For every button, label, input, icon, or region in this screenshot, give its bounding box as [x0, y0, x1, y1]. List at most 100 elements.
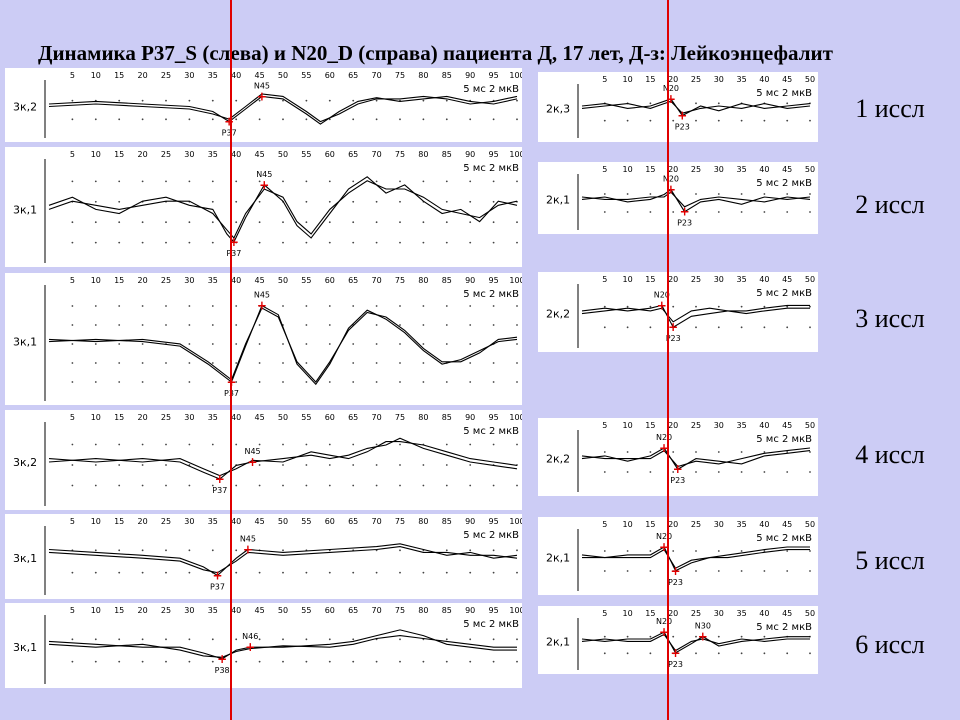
grid-dot: [422, 305, 425, 307]
x-tick-label: 50: [805, 275, 815, 284]
grid-dot: [469, 571, 472, 574]
grid-dot: [763, 652, 766, 655]
grid-dot: [399, 443, 401, 446]
grid-dot: [763, 211, 766, 213]
x-tick-label: 100: [509, 413, 522, 422]
grid-dot: [258, 381, 261, 383]
peak-label: N20: [656, 532, 672, 541]
x-tick-label: 20: [138, 517, 148, 526]
channel-label: 3к,1: [13, 641, 37, 654]
grid-dot: [422, 343, 425, 345]
grid-dot: [809, 119, 811, 122]
scale-label: 5 мс 2 мкВ: [756, 88, 812, 99]
grid-dot: [516, 443, 518, 446]
grid-dot: [188, 180, 191, 183]
grid-dot: [94, 180, 97, 183]
grid-dot: [211, 464, 214, 466]
peak-marker: +: [680, 205, 690, 219]
grid-dot: [328, 381, 331, 383]
grid-dot: [717, 652, 720, 655]
grid-dot: [94, 200, 97, 203]
grid-dot: [649, 305, 652, 308]
grid-dot: [763, 193, 766, 195]
x-tick-label: 5: [602, 421, 607, 430]
grid-dot: [282, 660, 284, 663]
grid-dot: [352, 571, 355, 574]
grid-dot: [516, 571, 518, 574]
grid-dot: [305, 381, 308, 383]
grid-dot: [258, 221, 261, 224]
x-tick-label: 90: [465, 517, 475, 526]
grid-dot: [328, 660, 331, 663]
grid-dot: [695, 635, 697, 638]
peak-marker: +: [698, 630, 708, 644]
grid-dot: [211, 443, 214, 446]
grid-dot: [786, 652, 789, 655]
grid-dot: [352, 443, 355, 446]
grid-dot: [516, 221, 518, 224]
grid-dot: [492, 180, 495, 183]
session-label-3: 3 иссл: [855, 304, 925, 333]
grid-dot: [649, 570, 652, 572]
x-tick-label: 100: [509, 517, 522, 526]
grid-dot: [141, 362, 144, 364]
grid-dot: [352, 638, 355, 641]
grid-dot: [786, 451, 789, 453]
grid-dot: [695, 451, 697, 453]
grid-dot: [399, 549, 401, 552]
grid-dot: [211, 549, 214, 552]
ep-trace-2: [581, 633, 810, 652]
grid-dot: [469, 638, 472, 641]
grid-dot: [282, 638, 284, 641]
grid-dot: [375, 443, 378, 446]
x-tick-label: 10: [91, 150, 101, 159]
grid-dot: [118, 549, 121, 552]
grid-dot: [305, 221, 308, 224]
grid-dot: [165, 362, 167, 364]
grid-dot: [603, 211, 606, 213]
x-tick-label: 10: [623, 75, 633, 84]
grid-dot: [118, 200, 121, 203]
grid-dot: [672, 451, 675, 453]
grid-dot: [422, 362, 425, 364]
grid-dot: [399, 571, 401, 574]
grid-dot: [399, 305, 401, 307]
grid-dot: [141, 343, 144, 345]
grid-dot: [118, 464, 121, 466]
grid-dot: [94, 118, 97, 121]
grid-dot: [282, 221, 284, 224]
left-evoked-potential-panel: 5 10 15 20 25 30 35 40 45 50 55 60 65 70 75 80 85 90 95 100…: [5, 603, 522, 688]
peak-label: N45: [256, 170, 272, 179]
x-tick-label: 35: [737, 165, 747, 174]
grid-dot: [165, 241, 167, 244]
grid-dot: [118, 484, 121, 487]
grid-dot: [422, 381, 425, 383]
grid-dot: [71, 180, 74, 183]
grid-dot: [445, 381, 448, 383]
grid-dot: [740, 570, 743, 572]
grid-dot: [717, 119, 720, 122]
grid-dot: [740, 635, 743, 638]
grid-dot: [695, 102, 697, 105]
grid-dot: [71, 305, 74, 307]
grid-dot: [282, 343, 284, 345]
grid-dot: [809, 326, 811, 329]
grid-dot: [305, 571, 308, 574]
x-tick-label: 25: [161, 413, 171, 422]
grid-dot: [695, 305, 697, 308]
x-tick-label: 40: [231, 276, 241, 285]
x-tick-label: 70: [372, 71, 382, 80]
grid-dot: [118, 180, 121, 183]
grid-dot: [649, 635, 652, 638]
grid-dot: [165, 324, 167, 326]
x-tick-label: 100: [509, 71, 522, 80]
x-tick-label: 10: [623, 165, 633, 174]
peak-marker: +: [248, 455, 258, 469]
grid-dot: [305, 464, 308, 466]
grid-dot: [94, 638, 97, 641]
x-tick-label: 5: [602, 165, 607, 174]
grid-dot: [649, 326, 652, 329]
grid-dot: [422, 180, 425, 183]
grid-dot: [328, 99, 331, 102]
grid-dot: [516, 638, 518, 641]
